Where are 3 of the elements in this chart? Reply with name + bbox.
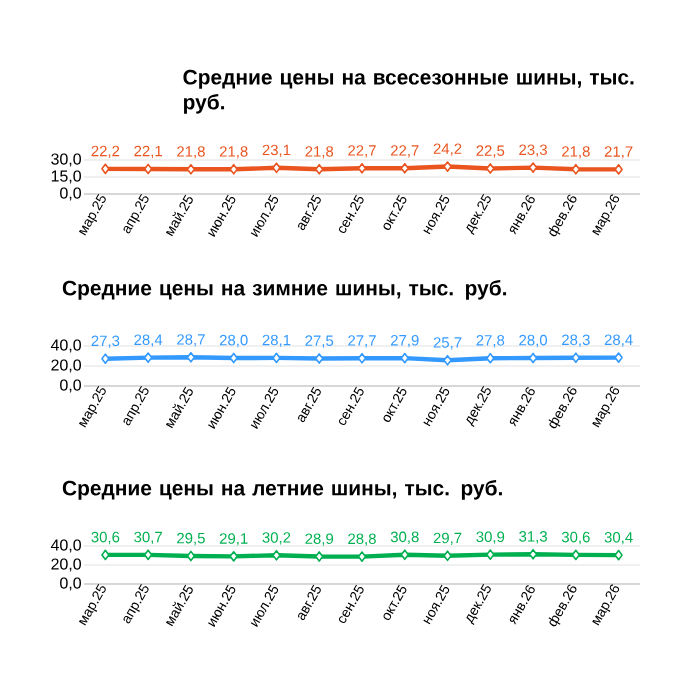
chart-title: Средние цены на зимние шины, тыс. руб. bbox=[62, 279, 507, 300]
chart-title: Средние цены на летние шины, тыс. руб. bbox=[62, 479, 502, 500]
chart-title: Средние цены на всесезонные шины, тыс. руб. bbox=[183, 69, 634, 114]
